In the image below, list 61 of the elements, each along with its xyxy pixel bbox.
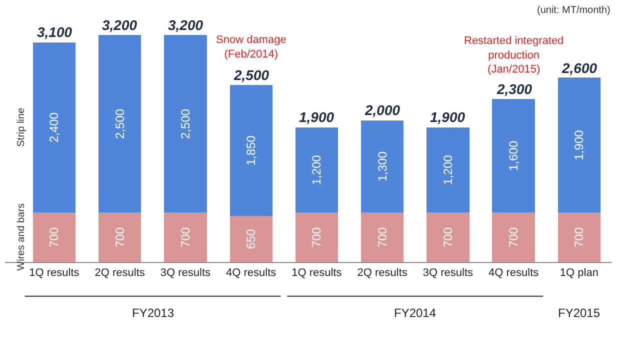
x-tick-label: 1Q results xyxy=(292,267,342,280)
text: FY2014 xyxy=(394,306,436,320)
bar xyxy=(426,127,470,212)
x-tick-label: 4Q results xyxy=(488,267,540,280)
data-label: 700 xyxy=(47,227,62,248)
x-tick-label: 3Q results xyxy=(160,267,212,280)
bar xyxy=(492,212,535,262)
text: Strip line xyxy=(16,107,28,147)
bar xyxy=(361,120,404,212)
data-label: 1,850 xyxy=(244,135,258,166)
data-label: 1,200 xyxy=(310,154,324,186)
bar xyxy=(558,212,601,262)
text: FY2015 xyxy=(558,306,600,320)
x-tick-label: 2Q results xyxy=(94,267,146,280)
total-label: 2,300 xyxy=(496,81,532,97)
data-label: 2,500 xyxy=(178,108,192,139)
data-label: 2,400 xyxy=(47,112,62,143)
data-label: 1,600 xyxy=(506,140,521,171)
bar xyxy=(98,212,142,262)
bar xyxy=(295,212,338,262)
x-tick-label: 4Q results xyxy=(226,267,277,280)
data-label: 700 xyxy=(375,227,390,248)
data-label: 1,300 xyxy=(375,151,390,182)
data-label: 700 xyxy=(112,227,127,248)
bar xyxy=(230,84,272,216)
total-label: 2,500 xyxy=(233,67,270,83)
total-label: 1,900 xyxy=(430,109,466,125)
text: Wires and bars xyxy=(16,203,28,271)
x-tick-label: 2Q results xyxy=(357,267,408,280)
data-label: 1,200 xyxy=(440,154,455,186)
bar xyxy=(295,127,338,212)
x-tick-label: 3Q results xyxy=(422,267,474,280)
data-label: 650 xyxy=(244,228,258,250)
x-tick-label: 1Q plan xyxy=(560,267,598,280)
total-label: 3,100 xyxy=(37,24,72,40)
bar xyxy=(98,35,142,212)
bar xyxy=(230,216,272,262)
data-label: 1,900 xyxy=(572,130,586,160)
bar xyxy=(426,212,470,262)
text: (unit: MT/month) xyxy=(537,5,610,16)
text: FY2013 xyxy=(132,306,174,320)
data-label: 700 xyxy=(178,227,192,248)
total-label: 1,900 xyxy=(299,109,334,125)
x-tick-label: 1Q results xyxy=(29,267,80,280)
data-label: 2,500 xyxy=(112,108,127,139)
bar xyxy=(492,99,535,212)
data-label: 700 xyxy=(506,227,521,248)
bar xyxy=(32,212,76,262)
bar xyxy=(164,212,207,262)
total-label: 2,600 xyxy=(561,60,598,76)
data-label: 700 xyxy=(572,227,586,248)
total-label: 3,200 xyxy=(102,17,138,33)
total-label: 3,200 xyxy=(168,17,204,33)
bar xyxy=(32,42,76,212)
total-label: 2,000 xyxy=(364,102,400,118)
bar xyxy=(558,78,601,212)
annotation: Snow damage (Feb/2014) xyxy=(216,34,286,60)
data-label: 700 xyxy=(440,227,455,248)
bar xyxy=(361,212,404,262)
data-label: 700 xyxy=(310,227,324,248)
bar xyxy=(164,35,207,212)
